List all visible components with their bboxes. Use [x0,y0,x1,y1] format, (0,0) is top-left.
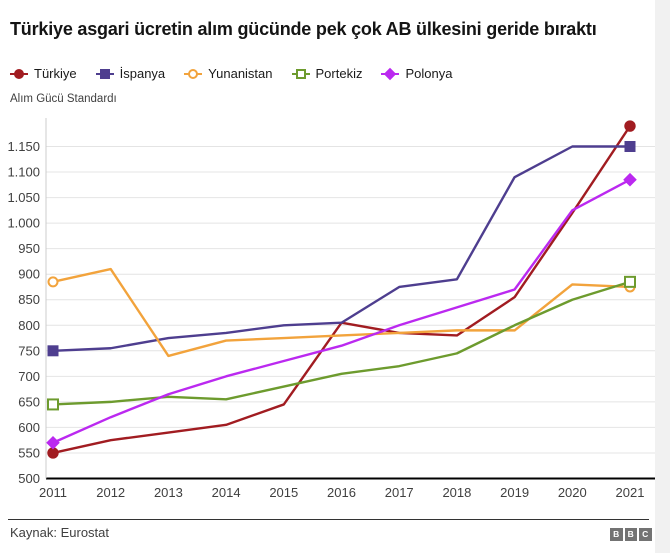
y-tick-label: 550 [18,445,40,460]
ispanya-endpoint-marker-icon [47,345,59,357]
yunanistan-endpoint-marker-icon [47,276,59,288]
legend-item-turkiye: Türkiye [10,66,77,81]
y-tick-label: 750 [18,343,40,358]
x-tick-label: 2020 [558,485,587,500]
y-tick-label: 1.000 [7,216,40,231]
x-tick-label: 2021 [616,485,645,500]
bbc-logo-block: C [639,528,652,541]
x-tick-label: 2013 [154,485,183,500]
legend-label-ispanya: İspanya [119,66,166,81]
series-line-polonya [51,178,632,444]
turkiye-series-marker-icon [10,68,28,80]
y-tick-label: 850 [18,292,40,307]
legend-label-yunanistan: Yunanistan [208,66,273,81]
y-tick-label: 500 [18,471,40,486]
x-tick-label: 2012 [96,485,125,500]
y-tick-label: 1.100 [7,165,40,180]
ispanya-endpoint-marker-icon [624,141,636,152]
y-tick-label: 1.150 [7,139,40,154]
page-right-gutter [655,0,670,553]
page-title: Türkiye asgari ücretin alım gücünde pek … [10,19,597,40]
x-tick-label: 2014 [212,485,241,500]
legend: Türkiye İspanya Yunanistan Portekiz Polo… [10,66,452,81]
legend-label-portekiz: Portekiz [315,66,363,81]
legend-item-yunanistan: Yunanistan [184,66,273,81]
legend-label-turkiye: Türkiye [34,66,77,81]
bbc-logo-block: B [624,528,637,541]
footer-divider [8,519,649,520]
x-tick-label: 2015 [269,485,298,500]
yunanistan-series-marker-icon [184,68,203,80]
series-line-turkiye [51,124,632,455]
source-label: Kaynak: Eurostat [10,525,109,540]
y-tick-label: 800 [18,318,40,333]
portekiz-series-marker-icon [291,68,310,80]
polonya-endpoint-marker-icon [623,172,637,187]
portekiz-endpoint-marker-icon [624,275,636,288]
x-tick-label: 2018 [442,485,471,500]
y-tick-label: 700 [18,369,40,384]
legend-item-ispanya: İspanya [95,66,166,81]
polonya-series-marker-icon [381,67,400,80]
ispanya-series-marker-icon [95,68,114,80]
y-tick-label: 600 [18,420,40,435]
legend-item-polonya: Polonya [381,66,452,81]
legend-label-polonya: Polonya [405,66,453,81]
series-line-portekiz [51,280,632,406]
y-tick-label: 950 [18,241,40,256]
y-axis-unit-label: Alım Gücü Standardı [10,93,117,105]
turkiye-endpoint-marker-icon [624,120,636,132]
x-tick-label: 2011 [39,485,67,500]
polonya-endpoint-marker-icon [46,435,60,450]
x-tick-label: 2016 [327,485,356,500]
bbc-logo-block: B [610,528,623,541]
y-tick-label: 1.050 [7,190,40,205]
x-tick-label: 2017 [385,485,414,500]
x-tick-label: 2019 [500,485,529,500]
bbc-logo: B B C [610,528,652,541]
legend-item-portekiz: Portekiz [291,66,363,81]
y-tick-label: 650 [18,394,40,409]
portekiz-endpoint-marker-icon [47,398,59,411]
y-tick-label: 900 [18,267,40,282]
series-line-ispanya [51,145,632,353]
series-line-yunanistan [51,267,632,358]
